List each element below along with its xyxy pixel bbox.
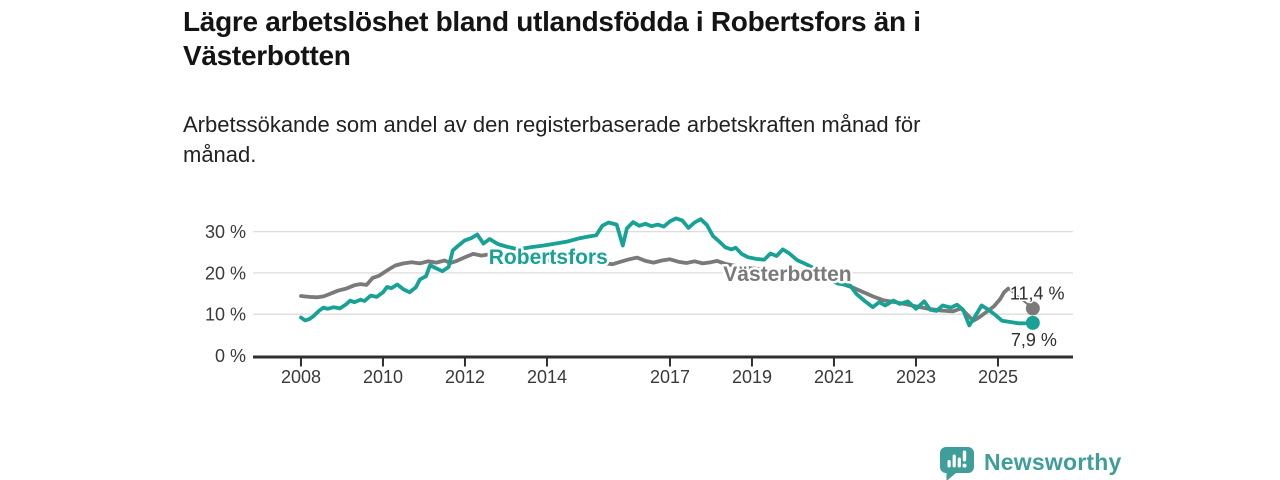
y-tick-label-30: 30 % bbox=[205, 222, 246, 242]
series-line-robertsfors bbox=[299, 216, 1027, 328]
x-tick-label-2008: 2008 bbox=[281, 367, 321, 387]
end-dot-robertsfors bbox=[1025, 315, 1040, 330]
x-tick-label-2025: 2025 bbox=[978, 367, 1018, 387]
x-tick-label-2019: 2019 bbox=[732, 367, 772, 387]
newsworthy-logo-icon bbox=[940, 447, 974, 480]
brand-name: Newsworthy bbox=[984, 449, 1122, 475]
subtitle-line-1: Arbetssökande som andel av den registerb… bbox=[183, 112, 921, 137]
x-tick-label-2014: 2014 bbox=[527, 367, 567, 387]
x-tick-label-2012: 2012 bbox=[445, 367, 485, 387]
series-label-vasterbotten: Västerbotten bbox=[723, 263, 851, 286]
page-subtitle: Arbetssökande som andel av den registerb… bbox=[183, 110, 1063, 170]
x-tick-label-2023: 2023 bbox=[896, 367, 936, 387]
title-line-1: Lägre arbetslöshet bland utlandsfödda i … bbox=[183, 6, 921, 37]
page-title: Lägre arbetslöshet bland utlandsfödda i … bbox=[183, 5, 1063, 73]
x-tick-label-2010: 2010 bbox=[363, 367, 403, 387]
y-tick-label-20: 20 % bbox=[205, 263, 246, 283]
subtitle-line-2: månad. bbox=[183, 142, 257, 167]
y-tick-label-10: 10 % bbox=[205, 305, 246, 325]
x-tick-label-2021: 2021 bbox=[814, 367, 854, 387]
series-line-vasterbotten bbox=[299, 251, 1011, 323]
x-tick-label-2017: 2017 bbox=[650, 367, 690, 387]
end-value-label-vasterbotten: 11,4 % bbox=[1010, 283, 1065, 303]
y-tick-label-0: 0 % bbox=[215, 346, 246, 366]
series-label-robertsfors: Robertsfors bbox=[489, 246, 608, 269]
title-line-2: Västerbotten bbox=[183, 40, 351, 71]
end-dot-vasterbotten bbox=[1025, 301, 1040, 316]
end-value-label-robertsfors: 7,9 % bbox=[1011, 330, 1057, 350]
